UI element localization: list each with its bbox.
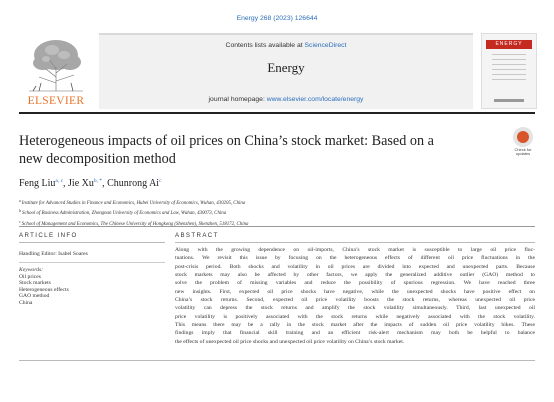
- homepage-prefix: journal homepage:: [208, 96, 267, 103]
- keyword-item: Heterogeneous effects: [19, 286, 69, 293]
- contents-prefix: Contents lists available at: [225, 42, 305, 49]
- keywords-block: Keywords: Oil prices Stock markets Heter…: [19, 267, 69, 306]
- abstract-line: price volatility is positively associate…: [175, 313, 535, 320]
- title-line-2: new decomposition method: [19, 151, 176, 167]
- homepage-line: journal homepage: www.elsevier.com/locat…: [99, 96, 473, 103]
- journal-homepage-link[interactable]: www.elsevier.com/locate/energy: [266, 96, 364, 103]
- abstract-line: new insights. First, expected oil price …: [175, 288, 535, 295]
- affiliation-text: Institute for Advanced Studies in Financ…: [21, 201, 246, 206]
- elsevier-wordmark: ELSEVIER: [27, 95, 85, 107]
- header-divider: [19, 112, 535, 114]
- abstract-line: tuations. We revisit this issue by focus…: [175, 255, 535, 262]
- front-matter-divider: [19, 226, 535, 227]
- abstract-line: findings imply that financial skill trai…: [175, 330, 535, 337]
- cover-footer-mark: [494, 99, 524, 102]
- abstract-line: volatility can depress the stock returns…: [175, 305, 535, 312]
- author-name[interactable]: Chunrong Ai: [107, 178, 160, 189]
- check-updates-icon: [517, 131, 529, 143]
- author-list: Feng Liua, c, Jie Xub, *, Chunrong Aic: [19, 178, 162, 189]
- keyword-item: China: [19, 299, 33, 306]
- author-name[interactable]: Jie Xu: [68, 178, 94, 189]
- handling-editor: Handling Editor: Isabel Soares: [19, 251, 88, 257]
- affiliation-key: b: [19, 208, 21, 214]
- abstract-line: solve the problem of missing variables a…: [175, 280, 535, 287]
- journal-name: Energy: [267, 60, 305, 75]
- author-affil-marker[interactable]: b, *: [93, 178, 103, 184]
- keyword-item: Oil prices: [19, 273, 41, 280]
- abstract-line: This means there may be a rally in the s…: [175, 322, 535, 329]
- journal-header: ELSEVIER Contents lists available at Sci…: [19, 33, 537, 109]
- contents-line: Contents lists available at ScienceDirec…: [99, 42, 473, 49]
- affiliation-list: aInstitute for Advanced Studies in Finan…: [19, 197, 535, 228]
- info-separator: [19, 262, 165, 263]
- author-affil-marker[interactable]: c: [159, 178, 162, 184]
- cover-decoration: [492, 54, 526, 88]
- affiliation-key: a: [19, 198, 21, 203]
- article-title: Heterogeneous impacts of oil prices on C…: [19, 132, 489, 168]
- affiliation-text: School of Management and Economics, The …: [21, 221, 249, 227]
- affiliation-item: cSchool of Management and Economics, The…: [19, 218, 535, 228]
- article-info-heading: ARTICLE INFO: [19, 232, 78, 239]
- elsevier-tree-icon: [19, 33, 93, 95]
- check-for-updates-badge[interactable]: Check for updates: [509, 127, 537, 157]
- affiliation-item: bSchool of Business Administration, Zhon…: [19, 207, 535, 217]
- author-name[interactable]: Feng Liu: [19, 178, 56, 189]
- abstract-line: post-crisis period. Both shocks and vola…: [175, 263, 535, 270]
- cover-title: ENERGY: [495, 41, 523, 47]
- title-line-1: Heterogeneous impacts of oil prices on C…: [19, 133, 434, 149]
- author-affil-marker[interactable]: a, c: [55, 178, 64, 184]
- journal-cover-thumbnail[interactable]: ENERGY: [481, 33, 537, 109]
- article-info-rule: [19, 242, 165, 243]
- elsevier-logo[interactable]: ELSEVIER: [19, 33, 93, 109]
- abstract-body: Along with the growing dependence on oil…: [175, 246, 535, 346]
- journal-info-box: Contents lists available at ScienceDirec…: [99, 33, 473, 109]
- abstract-line: Along with the growing dependence on oil…: [175, 247, 535, 253]
- affiliation-key: c: [19, 218, 21, 224]
- keyword-item: Stock markets: [19, 280, 51, 286]
- check-updates-label: Check for updates: [514, 147, 532, 157]
- abstract-heading: ABSTRACT: [175, 232, 219, 239]
- abstract-line: stock markets may also be affected by ot…: [175, 272, 535, 279]
- affiliation-text: School of Business Administration, Zhong…: [22, 211, 227, 217]
- affiliation-item: aInstitute for Advanced Studies in Finan…: [19, 197, 535, 207]
- abstract-line: the effects of unexpected oil price shoc…: [175, 338, 405, 345]
- cover-banner: [486, 40, 532, 49]
- abstract-bottom-rule: [19, 360, 535, 361]
- sciencedirect-link[interactable]: ScienceDirect: [304, 42, 347, 49]
- journal-citation[interactable]: Energy 268 (2023) 126644: [236, 15, 318, 22]
- abstract-rule: [175, 242, 535, 243]
- keyword-item: GAO method: [19, 293, 50, 299]
- keywords-heading: Keywords:: [19, 267, 44, 273]
- abstract-line: China’s stock returns. Second, expected …: [175, 297, 535, 304]
